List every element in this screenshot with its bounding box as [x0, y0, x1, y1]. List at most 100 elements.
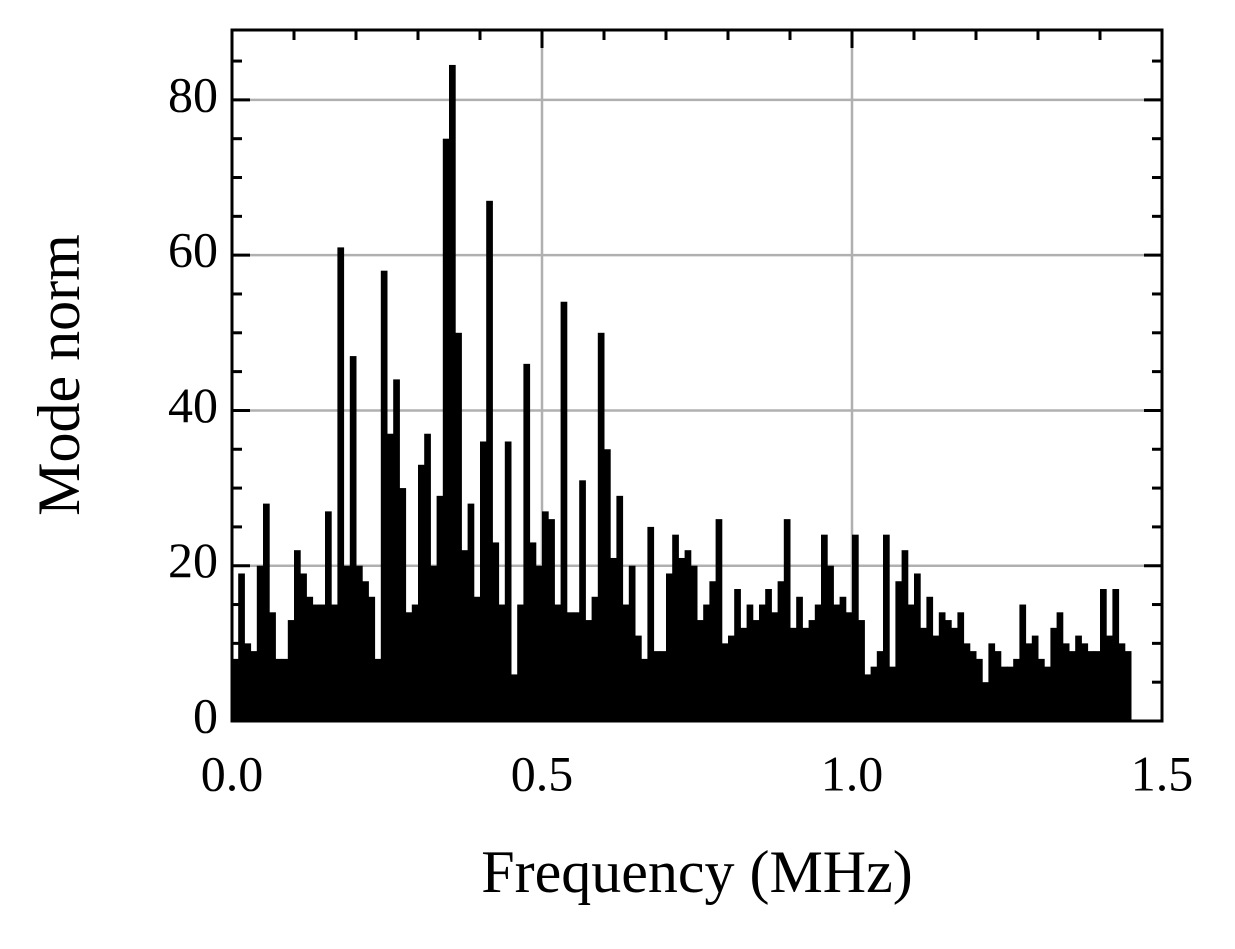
- bar: [263, 503, 270, 721]
- bar: [1112, 589, 1120, 721]
- bar: [926, 596, 934, 721]
- bar: [969, 651, 977, 721]
- bar: [604, 449, 611, 721]
- bar: [1025, 643, 1033, 721]
- bar: [914, 573, 921, 721]
- bar: [783, 519, 791, 721]
- bar: [461, 550, 469, 721]
- bar: [436, 495, 444, 721]
- bar: [542, 511, 549, 721]
- bar: [362, 581, 369, 721]
- bar: [653, 651, 661, 721]
- bar: [752, 620, 760, 721]
- bar: [945, 620, 952, 721]
- bar: [1031, 635, 1039, 721]
- bar: [250, 651, 258, 721]
- bar: [771, 612, 779, 721]
- bar: [821, 534, 828, 721]
- bar: [759, 604, 766, 721]
- bar: [529, 542, 537, 721]
- bar: [1007, 666, 1014, 721]
- bar: [585, 620, 593, 721]
- x-axis-label: Frequency (MHz): [481, 839, 913, 905]
- bar: [380, 270, 388, 721]
- bar: [275, 658, 283, 721]
- bar: [790, 627, 797, 721]
- bar: [808, 620, 816, 721]
- bar: [244, 643, 252, 721]
- bar: [318, 604, 326, 721]
- bar: [566, 612, 574, 721]
- bar: [839, 596, 847, 721]
- bar: [1056, 612, 1064, 721]
- bar: [504, 441, 512, 721]
- bar: [573, 612, 580, 721]
- bar: [238, 573, 245, 721]
- bar: [920, 627, 927, 721]
- bar: [1100, 589, 1107, 721]
- bar: [1124, 651, 1132, 721]
- y-axis-label: Mode norm: [26, 234, 92, 516]
- bar: [876, 651, 884, 721]
- bar: [827, 565, 834, 721]
- y-tick-label: 60: [168, 222, 218, 278]
- x-tick-label: 1.5: [1131, 745, 1194, 801]
- bar: [690, 565, 698, 721]
- bar: [728, 635, 735, 721]
- bar: [982, 682, 989, 721]
- bar: [368, 596, 376, 721]
- bar: [393, 379, 400, 721]
- bar: [387, 433, 394, 721]
- bar: [331, 604, 338, 721]
- y-tick-label: 0: [193, 687, 218, 743]
- bar: [281, 658, 289, 721]
- bar: [746, 604, 754, 721]
- bar: [1038, 658, 1045, 721]
- x-tick-label: 0.0: [201, 745, 264, 801]
- bar: [610, 557, 617, 721]
- bar: [721, 643, 729, 721]
- x-tick-label: 1.0: [821, 745, 884, 801]
- bar: [858, 620, 865, 721]
- bar: [777, 581, 785, 721]
- bar: [579, 480, 586, 721]
- bar: [467, 503, 475, 721]
- bar: [796, 596, 803, 721]
- bar: [1093, 651, 1101, 721]
- bar: [449, 64, 456, 721]
- bar: [1050, 627, 1058, 721]
- bar: [635, 635, 642, 721]
- bar: [1106, 635, 1113, 721]
- bar: [814, 604, 822, 721]
- bar: [994, 651, 1002, 721]
- bar: [349, 356, 357, 721]
- bar: [356, 565, 363, 721]
- bar: [418, 464, 425, 721]
- y-tick-label: 40: [168, 377, 218, 433]
- bar: [740, 627, 748, 721]
- bar: [870, 666, 878, 721]
- bar: [517, 604, 524, 721]
- bar: [405, 612, 413, 721]
- bar: [269, 612, 276, 721]
- bar: [932, 635, 940, 721]
- bar: [374, 658, 382, 721]
- bar: [976, 658, 983, 721]
- bar: [641, 658, 648, 721]
- bar: [901, 550, 909, 721]
- bar: [678, 557, 686, 721]
- bar: [560, 301, 568, 721]
- bar: [697, 620, 704, 721]
- bar: [703, 604, 710, 721]
- bar: [628, 565, 636, 721]
- bar: [287, 620, 295, 721]
- bar: [883, 534, 890, 721]
- bar: [957, 612, 965, 721]
- bar: [486, 200, 493, 722]
- bar: [256, 565, 264, 721]
- ticks: 0.0 0.5 1.0 1.5 0 20 40 60 80: [168, 30, 1193, 801]
- bar: [597, 332, 605, 721]
- bar: [554, 604, 562, 721]
- bar: [622, 604, 630, 721]
